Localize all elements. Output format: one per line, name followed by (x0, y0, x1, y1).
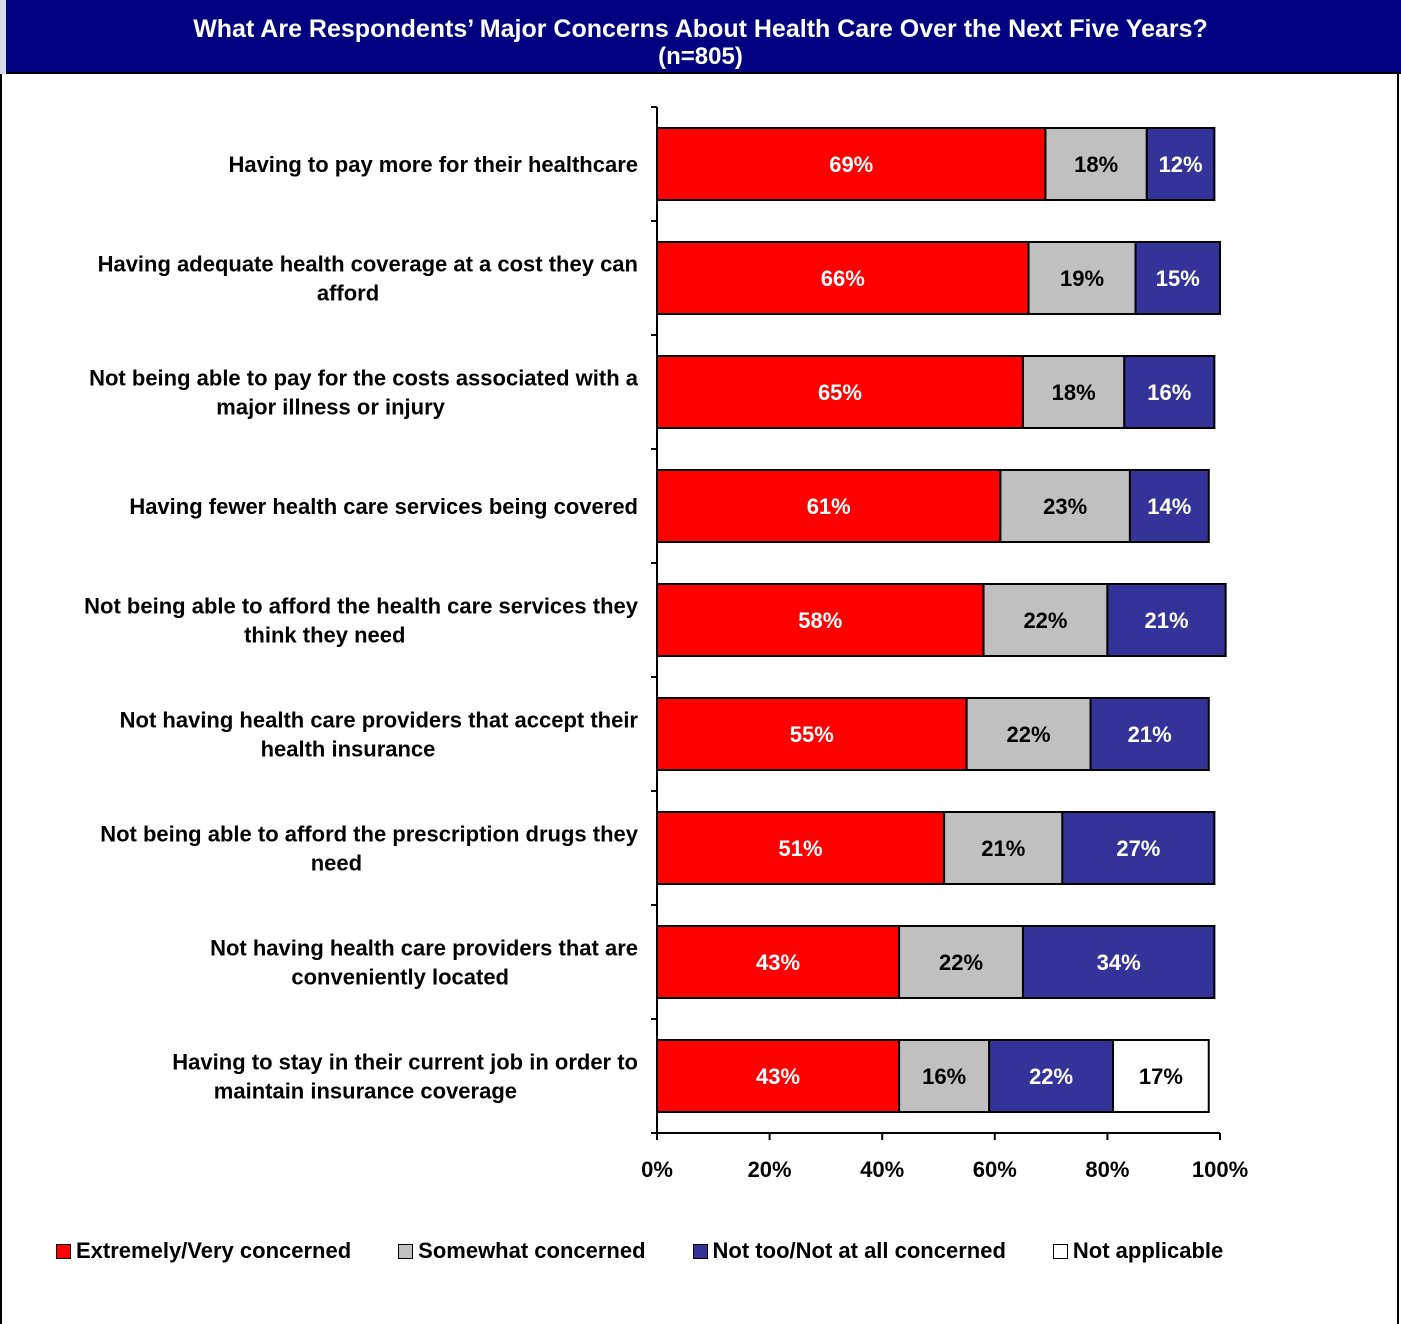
bar-data-label: 18% (1074, 152, 1118, 177)
bar-segment (656, 355, 1024, 429)
bar-segment (1128, 469, 1210, 543)
legend-swatch-not-too (692, 1243, 708, 1259)
bar-data-label: 34% (1097, 950, 1141, 975)
bar-segment (1021, 925, 1216, 999)
legend-item-not-applicable: Not applicable (1052, 1236, 1224, 1266)
bar-segment (1123, 355, 1216, 429)
bar-segment (1112, 1039, 1210, 1113)
bar-data-label: 27% (1116, 836, 1160, 861)
bar-data-label: 22% (1023, 608, 1067, 633)
bar-data-label: 21% (1144, 608, 1188, 633)
stacked-bar-chart: 0% 20% 40% 60% 80% 100% Having to pay more for… (84, 106, 1248, 1182)
category-label: Having to stay in their current job in o… (172, 1050, 638, 1075)
bar-data-label: 69% (829, 152, 873, 177)
value-axis-tick-label: 60% (973, 1157, 1017, 1182)
legend-label-extremely: Extremely/Very concerned (76, 1238, 352, 1263)
chart-header: What Are Respondents’ Major Concerns Abo… (0, 0, 1401, 74)
bar-data-label: 21% (981, 836, 1025, 861)
legend-swatch-somewhat (398, 1243, 414, 1259)
value-axis-tick-label: 20% (748, 1157, 792, 1182)
legend-item-somewhat: Somewhat concerned (398, 1236, 646, 1266)
bar-data-label: 58% (798, 608, 842, 633)
bar-segment (943, 811, 1064, 885)
bar-segment (898, 1039, 991, 1113)
bar-data-label: 19% (1060, 266, 1104, 291)
category-label: Not being able to afford the prescriptio… (100, 822, 639, 847)
bar-segment (656, 469, 1002, 543)
category-label: Not being able to afford the health care… (84, 594, 639, 619)
bar-data-label: 23% (1043, 494, 1087, 519)
bar-segment (1106, 583, 1227, 657)
bar-data-label: 15% (1156, 266, 1200, 291)
category-label: Not being able to pay for the costs asso… (89, 366, 639, 391)
value-axis-tick-label: 40% (860, 1157, 904, 1182)
bar-data-label: 55% (790, 722, 834, 747)
bar-segment (656, 811, 946, 885)
category-label: Having fewer health care services being … (129, 494, 638, 519)
legend-item-not-too: Not too/Not at all concerned (692, 1236, 1006, 1266)
bar-segment (965, 697, 1092, 771)
bar-data-label: 43% (756, 950, 800, 975)
bar-segment (656, 583, 985, 657)
bar-data-label: 66% (821, 266, 865, 291)
legend-swatch-not-applicable (1052, 1243, 1068, 1259)
bar-segment (656, 241, 1030, 315)
category-label: conveniently located (291, 965, 509, 990)
bar-segment (982, 583, 1109, 657)
bar-segment (1089, 697, 1210, 771)
bar-segment (1021, 355, 1126, 429)
bar-segment (1134, 241, 1222, 315)
category-label: Not having health care providers that ar… (210, 936, 638, 961)
bar-data-label: 43% (756, 1064, 800, 1089)
category-label: health insurance (261, 737, 436, 762)
bar-data-label: 16% (1147, 380, 1191, 405)
category-label: afford (317, 281, 379, 306)
bar-segment (1061, 811, 1216, 885)
legend-swatch-extremely (56, 1243, 71, 1259)
chart-title: What Are Respondents’ Major Concerns Abo… (193, 15, 1208, 43)
category-label: think they need (244, 623, 405, 648)
bar-data-label: 61% (807, 494, 851, 519)
chart-subtitle: (n=805) (658, 43, 743, 70)
bar-data-label: 14% (1147, 494, 1191, 519)
bar-segment (656, 925, 901, 999)
bar-data-label: 65% (818, 380, 862, 405)
category-label: need (311, 851, 362, 876)
bar-segment (656, 697, 968, 771)
legend-item-extremely: Extremely/Very concerned (56, 1236, 351, 1266)
bar-data-label: 22% (939, 950, 983, 975)
legend-label-somewhat: Somewhat concerned (418, 1238, 646, 1263)
bar-data-label: 17% (1139, 1064, 1183, 1089)
category-label: major illness or injury (216, 395, 445, 420)
legend-label-not-applicable: Not applicable (1072, 1238, 1224, 1263)
category-label: Having adequate health coverage at a cos… (98, 252, 638, 277)
category-label: Having to pay more for their healthcare (228, 152, 638, 177)
bar-segment (999, 469, 1131, 543)
bar-data-label: 12% (1159, 152, 1203, 177)
bar-data-label: 21% (1128, 722, 1172, 747)
bar-data-label: 22% (1007, 722, 1051, 747)
bar-data-label: 51% (779, 836, 823, 861)
bar-data-label: 22% (1029, 1064, 1073, 1089)
bar-segment (988, 1039, 1115, 1113)
value-axis-tick-label: 0% (641, 1157, 673, 1182)
legend-label-not-too: Not too/Not at all concerned (712, 1238, 1006, 1263)
bar-data-label: 18% (1052, 380, 1096, 405)
bar-segment (1044, 127, 1148, 201)
value-axis-tick-label: 100% (1192, 1157, 1248, 1182)
bar-segment (898, 925, 1024, 999)
value-axis-tick-label: 80% (1085, 1157, 1129, 1182)
bar-segment (656, 1039, 901, 1113)
category-label: maintain insurance coverage (214, 1079, 517, 1104)
bar-data-label: 16% (922, 1064, 966, 1089)
chart-legend: Extremely/Very concerned Somewhat concer… (56, 1236, 1346, 1266)
category-label: Not having health care providers that ac… (120, 708, 639, 733)
bar-segment (1145, 127, 1216, 201)
header-accent (0, 0, 6, 74)
